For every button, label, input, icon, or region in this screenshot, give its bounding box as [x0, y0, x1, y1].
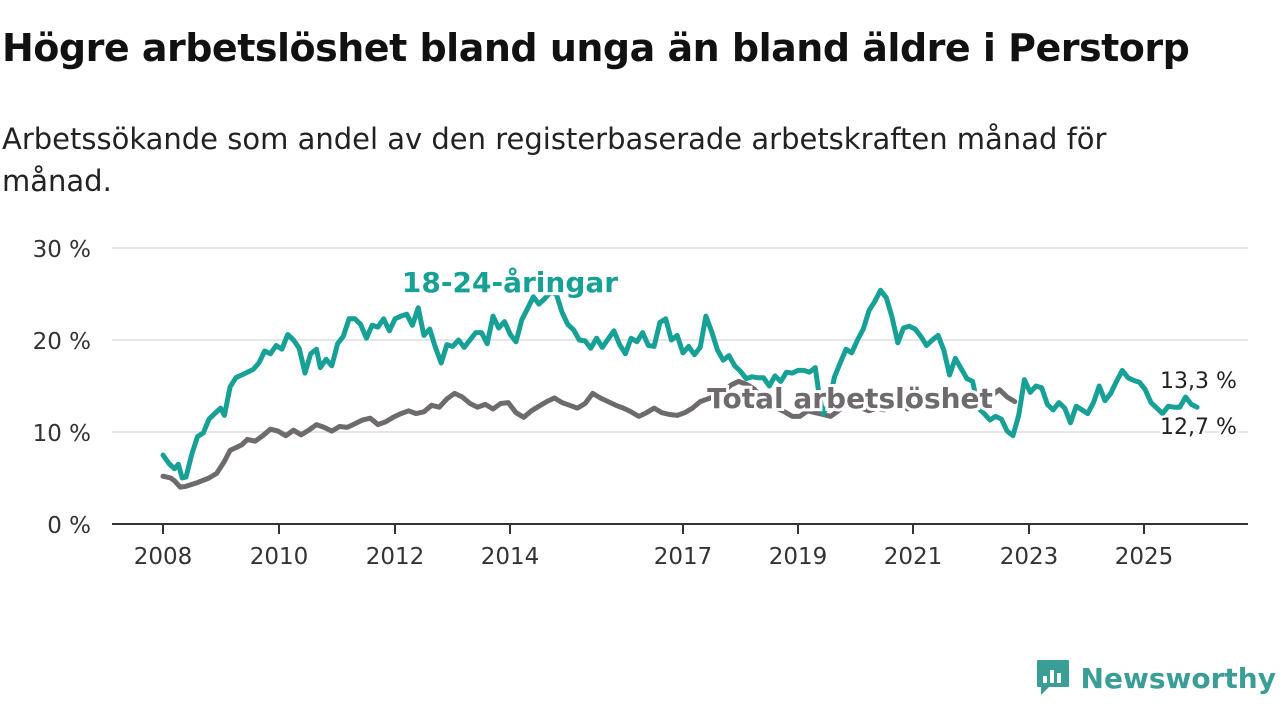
x-tick-label: 2021 — [884, 544, 943, 570]
series-line-total — [160, 378, 1018, 490]
brand-name: Newsworthy — [1080, 661, 1276, 695]
x-tick-label: 2012 — [366, 544, 425, 570]
x-tick-label: 2017 — [654, 544, 713, 570]
x-tick-label: 2025 — [1115, 544, 1174, 570]
series-labels: Total arbetslöshet 18-24-åringar 13,3 % 12,… — [399, 263, 1239, 443]
y-tick-label: 20 % — [33, 329, 91, 355]
y-axis-ticks: 0 % 10 % 20 % 30 % — [33, 237, 91, 539]
series-lines — [160, 287, 1200, 490]
chart-title: Högre arbetslöshet bland unga än bland ä… — [2, 26, 1190, 70]
x-axis-ticks: 2008 2010 2012 2014 2017 2019 2021 2023 2025 — [134, 524, 1174, 570]
x-tick-label: 2010 — [250, 544, 309, 570]
series-label: Total arbetslöshet — [707, 382, 993, 415]
y-tick-label: 0 % — [47, 513, 91, 539]
x-tick-label: 2023 — [1000, 544, 1059, 570]
line-chart: 0 % 10 % 20 % 30 % 2008 2010 2012 2014 2017 2019… — [33, 237, 1248, 570]
x-tick-label: 2008 — [134, 544, 193, 570]
x-tick-label: 2019 — [769, 544, 828, 570]
end-value-label: 12,7 % — [1160, 415, 1237, 440]
newsworthy-icon — [1036, 660, 1069, 695]
newsworthy-logo: Newsworthy — [1035, 658, 1276, 698]
y-tick-label: 10 % — [33, 421, 91, 447]
series-line-youth — [160, 287, 1200, 481]
gridlines — [112, 247, 1248, 525]
series-label: 18-24-åringar — [402, 266, 618, 299]
y-tick-label: 30 % — [33, 237, 91, 263]
end-value-label: 13,3 % — [1160, 369, 1237, 394]
x-tick-label: 2014 — [481, 544, 540, 570]
chart-subtitle: Arbetssökande som andel av den registerb… — [2, 122, 1107, 198]
